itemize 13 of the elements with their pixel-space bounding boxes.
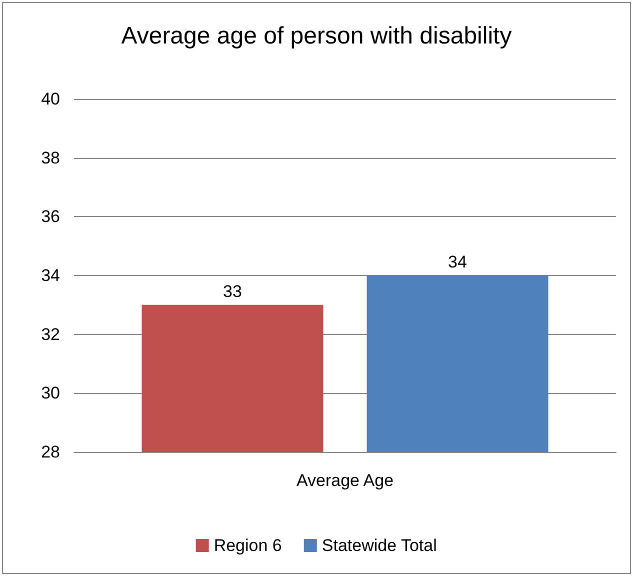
y-tick-label: 34 [41,266,60,285]
chart-title: Average age of person with disability [121,22,512,50]
x-tick-label: Average Age [296,471,394,490]
data-label: 33 [223,282,242,301]
y-tick-label: 36 [41,207,60,226]
legend-label: Statewide Total [322,536,437,555]
y-tick-label: 38 [41,148,60,168]
y-tick-label: 28 [41,442,60,462]
y-tick-label: 32 [41,324,60,344]
data-label: 34 [448,252,467,272]
y-tick-label: 30 [41,384,60,403]
y-tick-label: 40 [41,90,60,108]
legend-label: Region 6 [214,536,282,555]
